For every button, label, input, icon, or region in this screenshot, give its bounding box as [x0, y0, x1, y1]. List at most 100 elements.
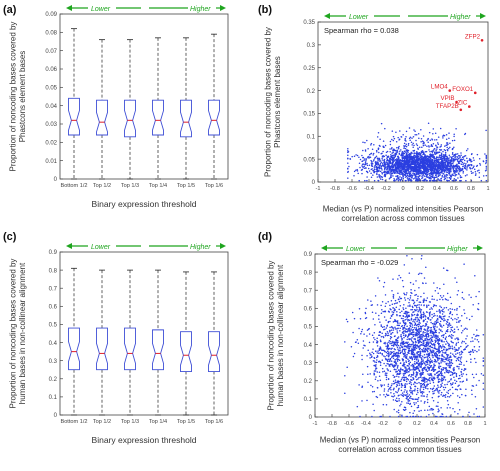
scatter-point: [423, 349, 426, 351]
scatter-point: [474, 349, 476, 352]
scatter-point: [438, 346, 440, 348]
scatter-point: [409, 153, 412, 156]
scatter-point: [433, 354, 436, 356]
scatter-point: [434, 347, 437, 350]
scatter-point: [386, 343, 389, 346]
scatter-point: [420, 363, 422, 366]
scatter-point: [478, 415, 481, 418]
scatter-point: [392, 396, 394, 398]
scatter-point: [459, 157, 461, 159]
scatter-point: [417, 173, 419, 175]
scatter-point: [441, 176, 443, 178]
scatter-point: [392, 380, 395, 382]
scatter-point: [448, 179, 450, 182]
scatter-point: [453, 372, 456, 374]
scatter-point: [405, 376, 407, 379]
scatter-point: [460, 331, 463, 334]
scatter-point: [416, 320, 418, 323]
scatter-point: [467, 165, 469, 168]
scatter-point: [411, 315, 413, 317]
scatter-point: [436, 354, 438, 356]
scatter-point: [413, 409, 416, 412]
scatter-point: [478, 379, 480, 382]
scatter-point: [477, 302, 480, 305]
scatter-point: [400, 166, 403, 168]
scatter-point: [404, 159, 406, 162]
scatter-point: [403, 352, 405, 355]
scatter-point: [396, 342, 398, 344]
scatter-point: [446, 177, 448, 179]
scatter-point: [453, 166, 455, 169]
scatter-point: [403, 303, 405, 306]
scatter-point: [417, 273, 420, 276]
scatter-point: [369, 352, 371, 354]
scatter-point: [422, 391, 425, 393]
scatter-point: [462, 380, 465, 382]
scatter-point: [426, 157, 428, 159]
scatter-point: [422, 359, 424, 361]
scatter-point: [353, 175, 355, 177]
scatter-point: [410, 345, 412, 348]
scatter-point: [386, 368, 388, 370]
scatter-point: [450, 170, 452, 173]
scatter-point: [393, 178, 395, 180]
scatter-point: [432, 408, 435, 411]
scatter-point: [398, 153, 401, 155]
scatter-point: [429, 348, 431, 350]
scatter-point: [417, 400, 419, 403]
scatter-point: [439, 149, 442, 151]
scatter-point: [457, 170, 459, 172]
scatter-point: [478, 158, 481, 160]
scatter-point: [445, 138, 448, 140]
scatter-point: [380, 178, 382, 180]
scatter-point: [421, 170, 424, 173]
scatter-point: [463, 155, 466, 157]
scatter-point: [433, 352, 436, 355]
scatter-point: [456, 318, 458, 321]
scatter-point: [404, 145, 407, 147]
scatter-point: [358, 162, 361, 164]
scatter-point: [402, 373, 405, 375]
scatter-point: [405, 157, 407, 160]
scatter-point: [377, 179, 380, 182]
scatter-point: [373, 168, 376, 170]
scatter-point: [416, 306, 418, 309]
scatter-point: [402, 133, 404, 136]
scatter-point: [403, 167, 406, 169]
scatter-point: [432, 343, 435, 345]
scatter-point: [473, 357, 476, 360]
scatter-point: [417, 360, 420, 363]
scatter-point: [453, 159, 455, 162]
scatter-point: [365, 316, 368, 319]
scatter-point: [432, 315, 435, 317]
scatter-point: [430, 150, 433, 153]
scatter-point: [472, 385, 475, 387]
scatter-point: [450, 165, 452, 168]
scatter-point: [450, 302, 453, 305]
scatter-point: [405, 143, 408, 145]
scatter-point: [437, 174, 440, 176]
scatter-point: [424, 163, 427, 165]
scatter-point: [453, 366, 455, 369]
scatter-point: [442, 395, 444, 397]
scatter-point: [465, 373, 468, 376]
scatter-point: [436, 148, 438, 150]
scatter-point: [396, 160, 399, 163]
scatter-point: [376, 340, 379, 343]
scatter-point: [433, 304, 436, 306]
scatter-point: [450, 329, 453, 331]
scatter-point: [387, 385, 389, 387]
scatter-point: [480, 179, 483, 182]
scatter-point: [381, 152, 383, 154]
scatter-point: [448, 132, 450, 134]
scatter-point: [405, 166, 408, 168]
scatter-point: [378, 349, 381, 351]
panel-c: (c)Lower Higher00.10.20.30.40.50.60.70.80…: [3, 231, 229, 445]
scatter-point: [449, 174, 451, 177]
scatter-point: [475, 408, 478, 410]
scatter-point: [417, 350, 419, 353]
scatter-point: [396, 384, 398, 386]
scatter-point: [472, 303, 474, 306]
scatter-point: [426, 165, 429, 168]
scatter-point: [427, 373, 429, 375]
